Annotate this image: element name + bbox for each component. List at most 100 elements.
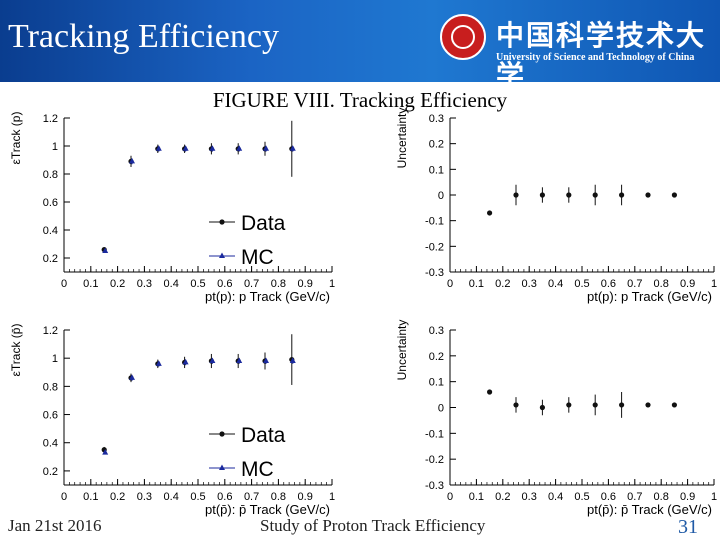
y-tick-label: 0.4 (43, 225, 58, 237)
data-point-mc (155, 360, 162, 366)
chart-panel-3: 0 0.1 0.2 0.3 0.4 0.5 0.6 0.7 0.8 0.9 1 0.2 0.4 0.6 0.… (9, 324, 335, 517)
data-point (539, 404, 546, 411)
y-tick-label: 0.8 (43, 169, 58, 181)
y-tick-label: 0.1 (429, 164, 444, 176)
data-point-mc (236, 145, 243, 151)
data-point (592, 192, 598, 198)
y-tick-label: 0.3 (429, 325, 444, 337)
x-tick-label: 0.1 (83, 278, 98, 290)
data-point-mc (182, 358, 189, 365)
data-point-mc (209, 145, 216, 151)
x-tick-label: 1 (711, 491, 717, 503)
y-tick-label: -0.3 (425, 267, 444, 279)
x-tick-label: 0.9 (298, 278, 313, 290)
x-tick-label: 0.5 (574, 491, 589, 503)
university-name-chinese: 中国科学技术大学 (496, 19, 707, 92)
x-tick-label: 0 (61, 278, 67, 290)
data-point-mc (263, 357, 269, 363)
x-tick-label: 0 (447, 278, 453, 290)
legend-label: Data (241, 424, 286, 447)
legend-label: MC (241, 458, 274, 481)
footer-title: Study of Proton Track Efficiency (260, 516, 486, 535)
x-tick-label: 0.1 (83, 491, 98, 503)
x-tick-label: 0.3 (522, 278, 537, 290)
y-tick-label: 0 (438, 403, 444, 415)
y-tick-label: 1.2 (43, 113, 58, 125)
data-point-mc (102, 449, 109, 455)
x-tick-label: 0.4 (548, 278, 563, 290)
data-point (645, 402, 651, 408)
y-axis-title: εTrack (p̄) (9, 324, 23, 377)
x-axis-title: pt(p): p Track (GeV/c) (205, 289, 330, 304)
title-banner: Tracking Efficiency 中国科学技术大学 University … (0, 0, 720, 92)
y-tick-label: 0.6 (43, 197, 58, 209)
legend-label: MC (241, 246, 274, 269)
data-point-mc (289, 357, 296, 363)
chart-panel-1: 0 0.1 0.2 0.3 0.4 0.5 0.6 0.7 0.8 0.9 1 0.2 0.4 0.6 0.… (9, 112, 335, 304)
x-tick-label: 0.8 (654, 491, 669, 503)
data-point-mc (182, 145, 189, 151)
data-point-mc (289, 145, 296, 151)
x-tick-label: 0.3 (137, 278, 152, 290)
data-point (487, 389, 493, 395)
x-tick-label: 0.4 (164, 491, 179, 503)
page-number: 31 (678, 516, 698, 538)
x-tick-label: 0.8 (271, 491, 286, 503)
data-point (619, 402, 625, 408)
chart-panel-4: 0 0.1 0.2 0.3 0.4 0.5 0.6 0.7 0.8 0.9 1 -0.3 -0.2 -0.… (395, 320, 717, 517)
x-tick-label: 0.6 (601, 278, 616, 290)
y-tick-label: 0 (438, 190, 444, 202)
y-tick-label: 0.4 (43, 438, 58, 450)
x-tick-label: 0.5 (574, 278, 589, 290)
x-tick-label: 1 (329, 278, 335, 290)
x-tick-label: 0.2 (495, 491, 510, 503)
x-tick-label: 0.4 (164, 278, 179, 290)
data-point (566, 402, 572, 408)
slide-title: Tracking Efficiency (8, 18, 279, 55)
data-point-mc (209, 357, 216, 363)
y-tick-label: 0.8 (43, 381, 58, 393)
x-axis-title: pt(p): p Track (GeV/c) (587, 289, 712, 304)
data-point (513, 192, 519, 198)
x-tick-label: 0.1 (469, 278, 484, 290)
y-tick-label: 1 (52, 141, 58, 153)
x-tick-label: 0.7 (627, 491, 642, 503)
data-point (645, 192, 651, 198)
footer-date: Jan 21st 2016 (8, 516, 102, 535)
x-tick-label: 0.9 (680, 278, 695, 290)
x-tick-label: 1 (711, 278, 717, 290)
y-tick-label: -0.2 (425, 454, 444, 466)
x-tick-label: 0.5 (190, 278, 205, 290)
y-tick-label: 0.2 (429, 139, 444, 151)
chart-panel-2: 0 0.1 0.2 0.3 0.4 0.5 0.6 0.7 0.8 0.9 1 -0.3 -0.2 -0.… (395, 108, 717, 304)
x-tick-label: 0.2 (110, 278, 125, 290)
data-point (539, 192, 546, 198)
y-tick-label: -0.1 (425, 216, 444, 228)
university-seal-icon (440, 14, 486, 60)
y-tick-label: 0.2 (43, 253, 58, 265)
y-tick-label: -0.3 (425, 480, 444, 492)
x-tick-label: 0.4 (548, 491, 563, 503)
y-tick-label: 0.3 (429, 113, 444, 125)
x-tick-label: 0.6 (601, 491, 616, 503)
x-tick-label: 0.6 (217, 491, 232, 503)
data-point-mc (263, 145, 269, 151)
legend-label: Data (241, 212, 286, 235)
x-tick-label: 0.9 (298, 491, 313, 503)
x-tick-label: 0.6 (217, 278, 232, 290)
data-point (487, 210, 493, 216)
data-point (513, 402, 519, 408)
x-tick-label: 0.7 (244, 491, 259, 503)
x-tick-label: 0.7 (244, 278, 259, 290)
x-tick-label: 0.2 (110, 491, 125, 503)
y-axis-title: Uncertainty (395, 320, 409, 381)
x-tick-label: 0.8 (654, 278, 669, 290)
data-point-mc (102, 247, 109, 253)
legend-swatch-marker (219, 464, 225, 470)
university-name-english: University of Science and Technology of … (496, 52, 695, 63)
data-point-mc (129, 374, 135, 380)
y-axis-title: Uncertainty (395, 108, 409, 169)
x-tick-label: 0.5 (190, 491, 205, 503)
y-tick-label: -0.2 (425, 241, 444, 253)
